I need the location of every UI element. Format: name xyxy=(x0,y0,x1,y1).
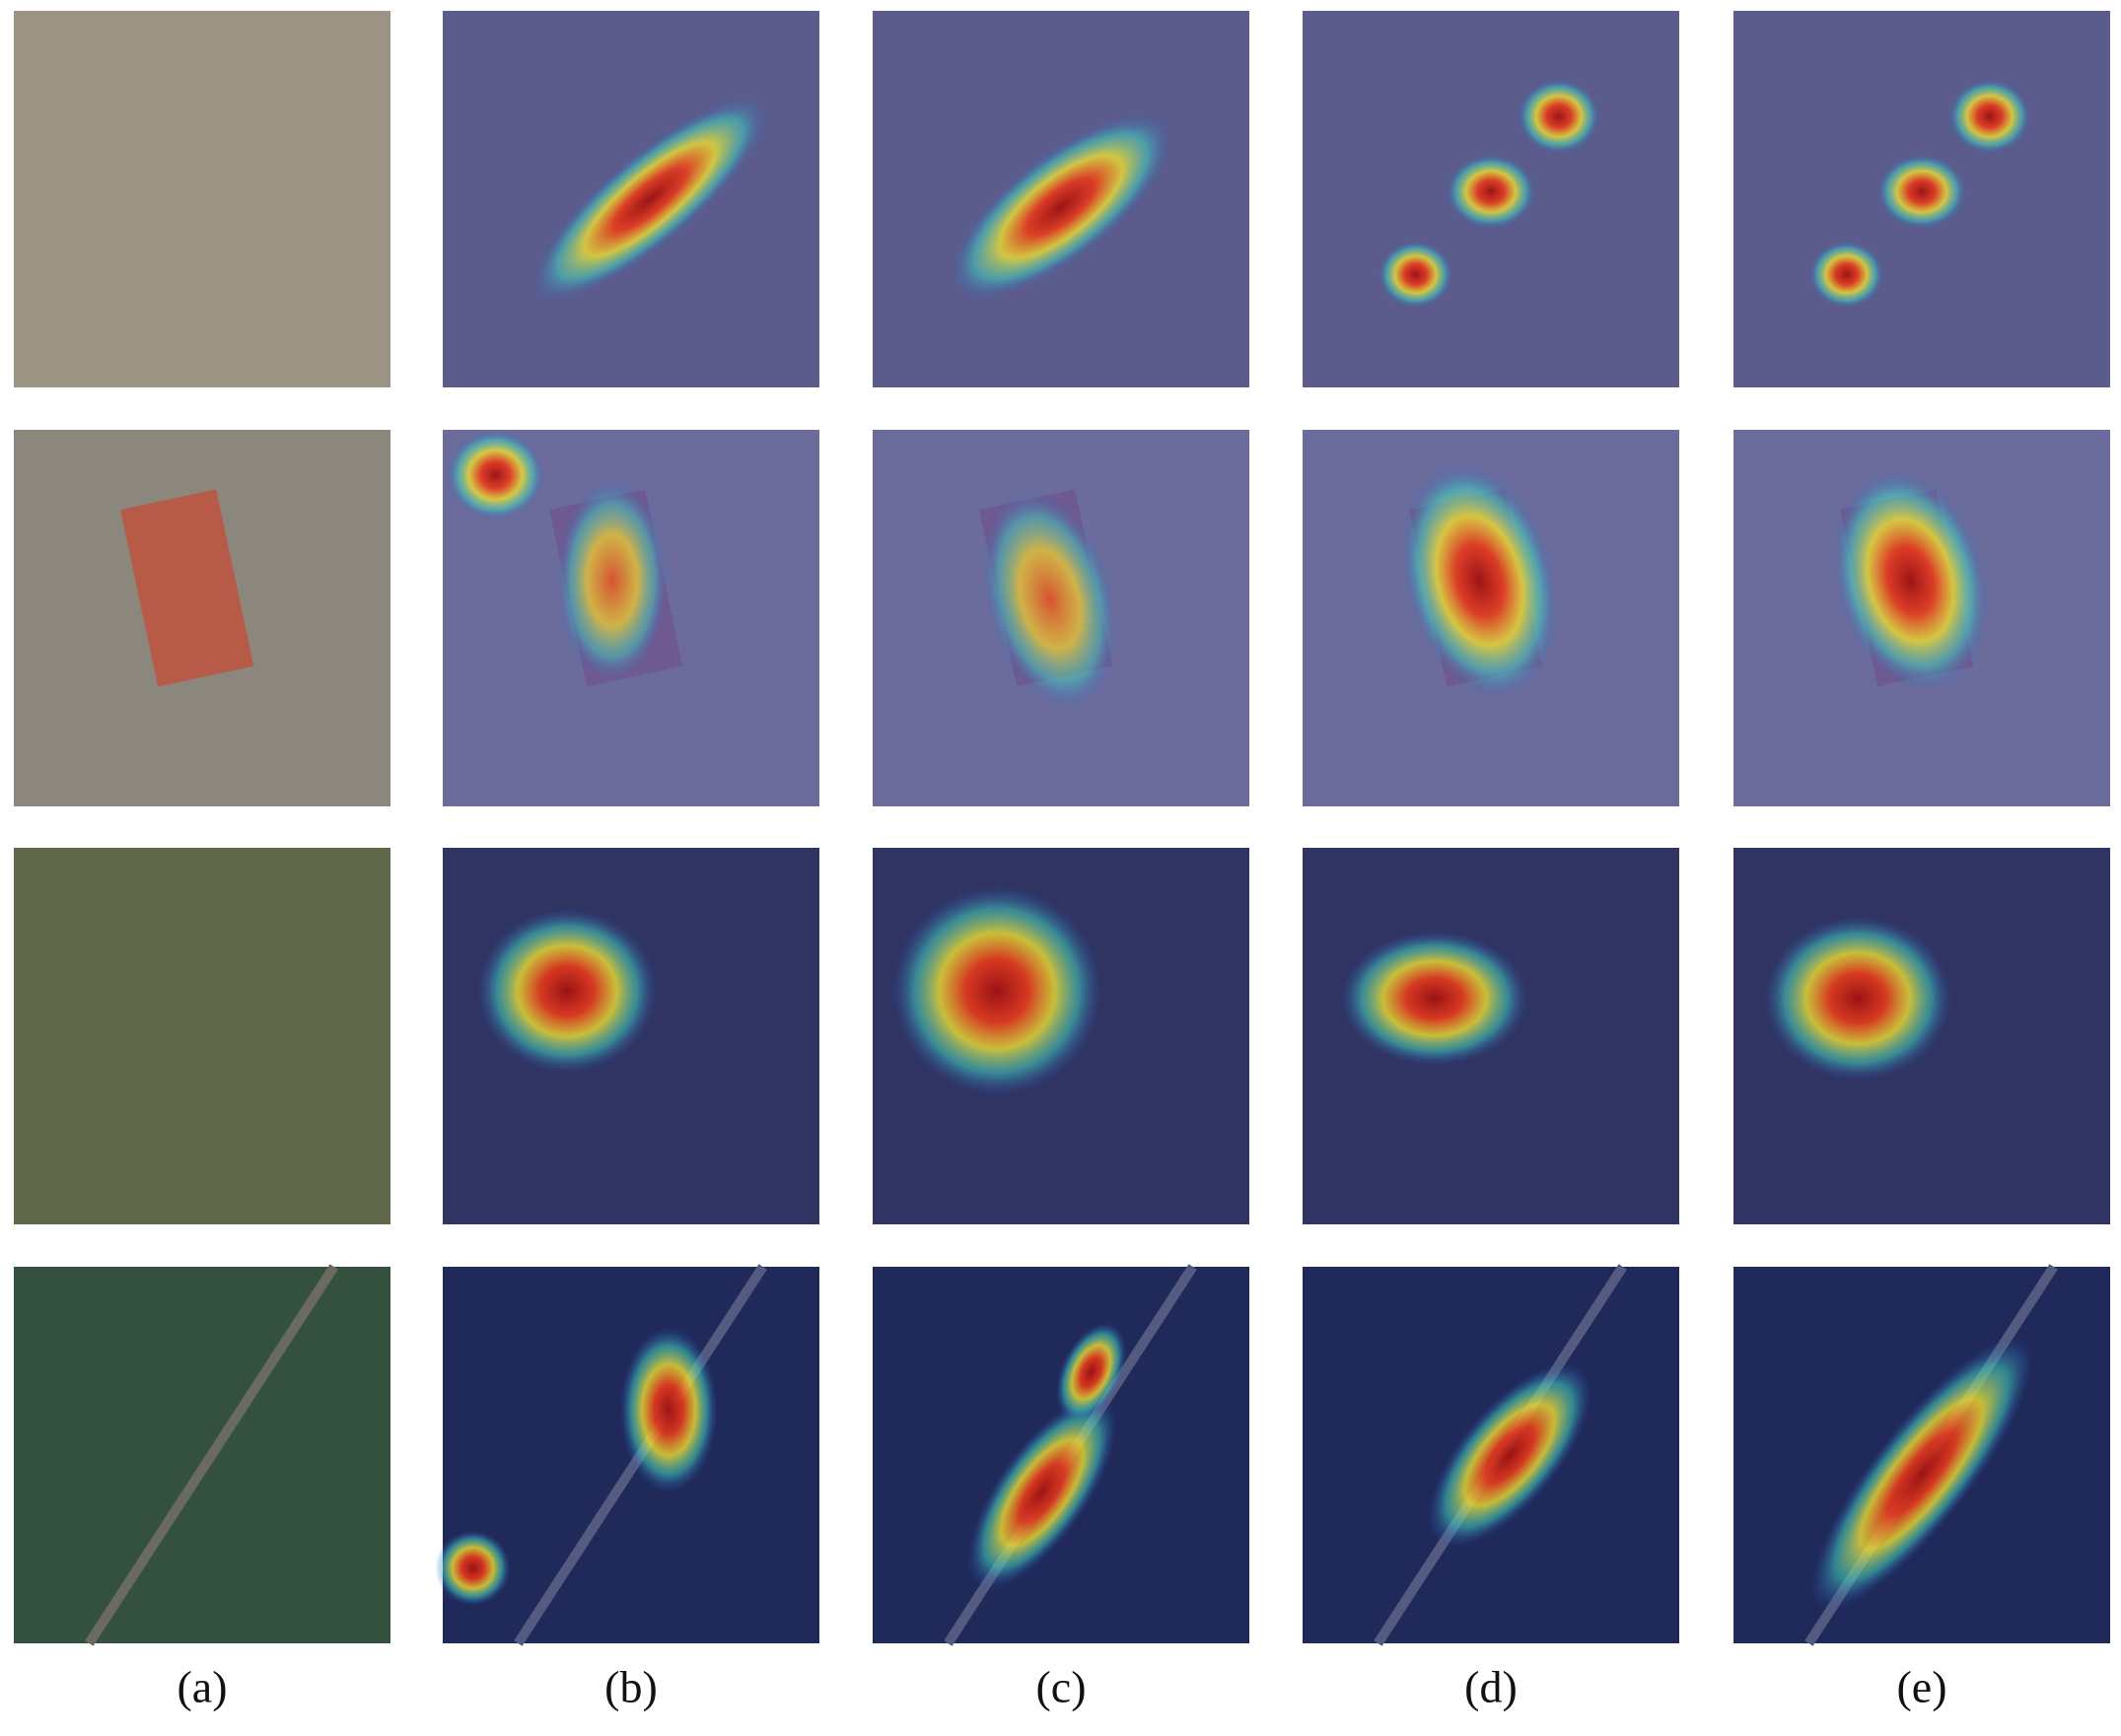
heat-blob xyxy=(1517,78,1600,155)
heatmap-image xyxy=(1733,430,2110,806)
heat-blob xyxy=(1340,931,1529,1067)
column-label: (c) xyxy=(1035,1662,1086,1712)
bridge xyxy=(85,1264,338,1646)
source-image xyxy=(14,430,390,806)
heat-blob xyxy=(1808,241,1884,309)
column-label: (a) xyxy=(177,1662,227,1712)
heat-blob xyxy=(446,430,545,521)
heat-blob xyxy=(949,113,1173,301)
heatmap-image xyxy=(1733,848,2110,1224)
heatmap-image xyxy=(1303,1264,1679,1646)
heatmap-image xyxy=(443,848,819,1224)
heatmap-image xyxy=(443,11,819,387)
heat-blob xyxy=(1810,1337,2033,1611)
source-image xyxy=(14,11,390,387)
image-background xyxy=(14,848,390,1224)
heatmap-image xyxy=(435,1264,819,1646)
column-label: (b) xyxy=(604,1662,658,1712)
image-background xyxy=(14,11,390,387)
source-image xyxy=(14,1264,390,1646)
heat-blob xyxy=(555,478,670,682)
heat-blob xyxy=(1400,462,1559,699)
heat-blob xyxy=(476,908,658,1075)
column-label: (e) xyxy=(1896,1662,1946,1712)
heatmap-image xyxy=(873,11,1249,387)
heatmap-image xyxy=(873,848,1249,1224)
heatmap-image xyxy=(873,1264,1249,1646)
heat-blob xyxy=(435,1530,511,1606)
heatmap-image xyxy=(1303,11,1679,387)
heatmap-image xyxy=(873,430,1249,806)
source-image xyxy=(14,848,390,1224)
image-background xyxy=(14,1267,390,1643)
column-label: (d) xyxy=(1464,1662,1518,1712)
heat-blob xyxy=(967,1396,1117,1589)
heat-blob xyxy=(1055,1322,1127,1423)
heatmap-image xyxy=(1733,1264,2110,1646)
heat-blob xyxy=(981,488,1118,710)
heat-blob xyxy=(1446,154,1536,230)
heat-blob xyxy=(1947,78,2031,155)
heat-blob xyxy=(1763,915,1952,1081)
heatmap-image xyxy=(443,430,819,806)
heat-blob xyxy=(1876,154,1967,230)
heatmap-image xyxy=(1733,11,2110,387)
heat-blob xyxy=(619,1327,718,1493)
heat-blob xyxy=(530,96,769,303)
heatmap-image xyxy=(1303,430,1679,806)
heat-blob xyxy=(891,885,1103,1097)
tennis-court xyxy=(120,489,254,687)
heat-blob xyxy=(1832,469,1990,692)
heat-blob xyxy=(1428,1362,1592,1548)
heatmap-image xyxy=(1303,848,1679,1224)
heat-blob xyxy=(1378,241,1453,309)
